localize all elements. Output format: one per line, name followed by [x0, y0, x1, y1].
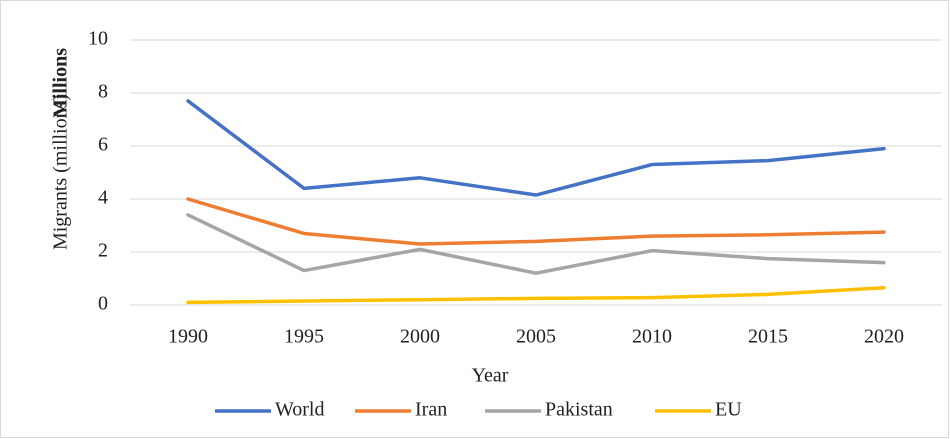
- legend-label: Pakistan: [545, 399, 613, 421]
- series-line: [186, 99, 886, 197]
- x-tick-label: 1990: [168, 326, 208, 348]
- series-line: [186, 286, 886, 305]
- x-tick-label: 2020: [864, 326, 904, 348]
- y-axis-label: Migrants (millions): [50, 94, 72, 250]
- legend-label: World: [275, 399, 325, 421]
- y-unit-label: Millions: [50, 48, 72, 118]
- y-tick-label: 8: [98, 81, 108, 103]
- x-axis-label: Year: [472, 365, 509, 387]
- y-tick-label: 6: [98, 134, 108, 156]
- x-tick-label: 2005: [516, 326, 556, 348]
- x-tick-label: 2000: [400, 326, 440, 348]
- series-line: [186, 197, 886, 246]
- x-tick-label: 2015: [748, 326, 788, 348]
- y-tick-label: 10: [88, 28, 108, 50]
- x-tick-label: 2010: [632, 326, 672, 348]
- series-line: [186, 213, 886, 275]
- y-tick-label: 0: [98, 293, 108, 315]
- legend-label: EU: [715, 399, 742, 421]
- x-tick-label: 1995: [284, 326, 324, 348]
- y-tick-label: 2: [98, 240, 108, 262]
- y-tick-label: 4: [98, 187, 108, 209]
- legend-label: Iran: [415, 399, 447, 421]
